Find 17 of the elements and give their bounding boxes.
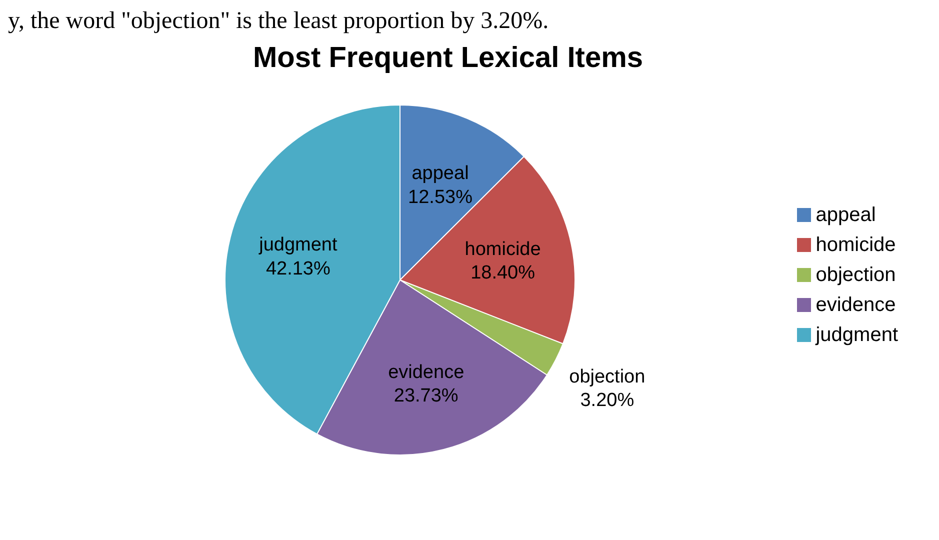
legend-label: appeal: [816, 203, 876, 228]
data-label: 23.73%: [394, 386, 458, 407]
legend-label: homicide: [816, 233, 896, 258]
data-label: 42.13%: [266, 258, 331, 280]
data-label: 3.20%: [580, 390, 634, 412]
legend-label: objection: [816, 263, 896, 288]
slice-label: appeal: [412, 163, 469, 184]
chart-title: Most Frequent Lexical Items: [252, 42, 644, 75]
slice-label: judgment: [258, 234, 338, 256]
text: y, the word "objection" is the least proportion by 3.20%.: [8, 8, 550, 34]
slice-label: objection: [569, 366, 646, 388]
legend-label: judgment: [816, 323, 898, 348]
legend-label: evidence: [816, 293, 896, 318]
slice-label: evidence: [388, 362, 464, 383]
data-label: 12.53%: [408, 186, 473, 208]
data-label: 18.40%: [470, 262, 536, 284]
slice-label: homicide: [464, 238, 541, 260]
